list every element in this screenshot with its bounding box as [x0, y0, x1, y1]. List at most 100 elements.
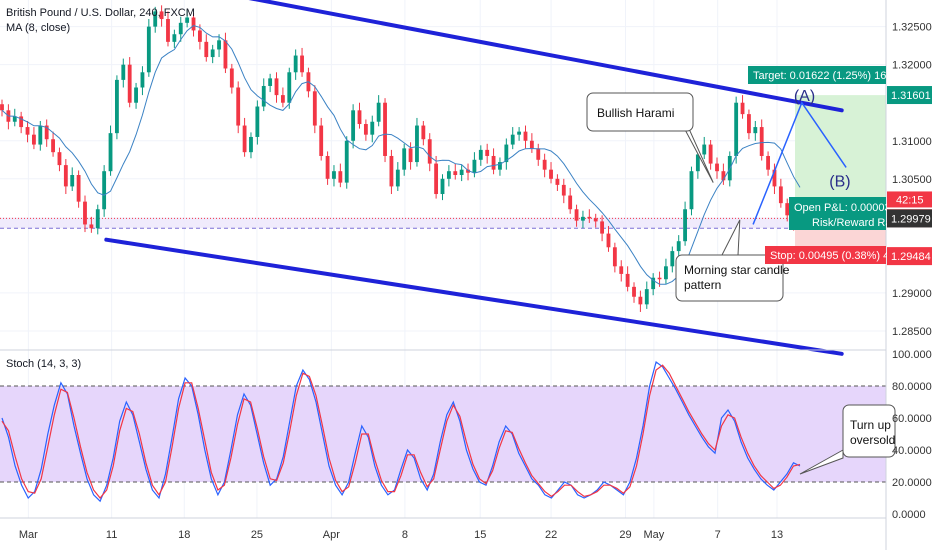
candle[interactable]	[778, 178, 783, 208]
bullish-harami-callout[interactable]: Bullish Harami	[586, 92, 714, 183]
candle[interactable]	[357, 102, 362, 129]
candle[interactable]	[172, 29, 177, 48]
candle[interactable]	[19, 111, 24, 134]
stop-label[interactable]: Stop: 0.00495 (0.38%) 49	[765, 246, 895, 264]
candle[interactable]	[32, 127, 36, 150]
candle[interactable]	[491, 148, 496, 175]
candle[interactable]	[178, 16, 183, 42]
candle[interactable]	[140, 66, 145, 96]
candle[interactable]	[63, 159, 68, 195]
candle[interactable]	[466, 163, 470, 181]
candle[interactable]	[249, 132, 253, 159]
time-axis[interactable]: Mar 11 18 25 Apr 8 15 22 29 May 7 13	[19, 529, 783, 541]
candle[interactable]	[772, 163, 777, 195]
candle[interactable]	[383, 98, 387, 163]
candle[interactable]	[446, 165, 451, 187]
price-tag[interactable]	[887, 247, 932, 266]
candle[interactable]	[612, 242, 617, 273]
candle[interactable]	[12, 108, 17, 127]
candle[interactable]	[166, 11, 170, 47]
candle[interactable]	[459, 165, 464, 182]
candle[interactable]	[581, 210, 585, 229]
candle[interactable]	[747, 109, 751, 140]
candle[interactable]	[370, 115, 375, 143]
candle[interactable]	[44, 119, 49, 147]
candle[interactable]	[504, 138, 509, 170]
candle[interactable]	[517, 127, 522, 141]
candle[interactable]	[587, 209, 592, 223]
candle[interactable]	[638, 290, 643, 312]
candle[interactable]	[70, 167, 75, 191]
candle[interactable]	[102, 165, 107, 217]
candle[interactable]	[702, 136, 707, 160]
candle[interactable]	[561, 178, 566, 204]
turn-up-oversold-callout[interactable]: Turn up oversold	[799, 404, 896, 475]
candle[interactable]	[185, 9, 190, 28]
candle[interactable]	[108, 125, 113, 176]
candle[interactable]	[625, 266, 630, 292]
candle[interactable]	[568, 187, 573, 214]
candle[interactable]	[721, 163, 726, 185]
candle[interactable]	[753, 120, 758, 141]
candle[interactable]	[498, 157, 502, 176]
candle[interactable]	[440, 174, 445, 201]
candle[interactable]	[542, 153, 547, 178]
candle[interactable]	[0, 99, 4, 117]
candle[interactable]	[376, 95, 381, 127]
candle[interactable]	[204, 34, 209, 62]
candle[interactable]	[159, 5, 164, 27]
candle[interactable]	[529, 133, 534, 153]
candle[interactable]	[766, 151, 770, 176]
candle[interactable]	[223, 32, 228, 74]
candle[interactable]	[644, 281, 649, 309]
upper-channel-line[interactable]	[239, 0, 844, 113]
projection-line[interactable]	[752, 101, 847, 225]
candles[interactable]	[0, 5, 802, 312]
candle[interactable]	[785, 198, 790, 222]
candle[interactable]	[121, 58, 126, 88]
candle[interactable]	[146, 19, 151, 77]
candle[interactable]	[325, 151, 330, 185]
target-label[interactable]: Target: 0.01622 (1.25%) 162	[748, 66, 892, 84]
candle[interactable]	[51, 131, 55, 157]
candle[interactable]	[574, 204, 579, 227]
candle[interactable]	[229, 63, 234, 94]
candle[interactable]	[274, 72, 279, 103]
candle[interactable]	[261, 78, 266, 112]
candle[interactable]	[312, 85, 317, 134]
candle[interactable]	[338, 163, 343, 188]
candle[interactable]	[415, 117, 419, 167]
candle[interactable]	[95, 204, 100, 235]
candle[interactable]	[593, 213, 598, 228]
candle[interactable]	[280, 87, 285, 108]
candle[interactable]	[427, 133, 432, 172]
candle[interactable]	[153, 6, 158, 33]
candle[interactable]	[89, 216, 94, 233]
candle[interactable]	[76, 170, 81, 208]
candle[interactable]	[363, 119, 368, 141]
morning-star-callout[interactable]: Morning star candle pattern	[675, 219, 790, 302]
candle[interactable]	[344, 136, 349, 189]
candle[interactable]	[389, 149, 394, 195]
candle[interactable]	[453, 163, 458, 180]
candle[interactable]	[287, 67, 292, 109]
price-tag[interactable]	[887, 209, 932, 228]
candle[interactable]	[293, 49, 298, 80]
candle[interactable]	[83, 195, 87, 233]
candle[interactable]	[549, 162, 553, 184]
candle[interactable]	[25, 120, 30, 143]
candle[interactable]	[134, 82, 138, 109]
candle[interactable]	[434, 155, 439, 199]
candle[interactable]	[351, 104, 356, 149]
candle[interactable]	[191, 12, 196, 37]
candle[interactable]	[114, 75, 119, 140]
candle[interactable]	[478, 145, 483, 166]
candle[interactable]	[606, 225, 611, 252]
stoch-axis[interactable]: 100.0000 80.0000 60.0000 40.0000 20.0000 0.00…	[892, 349, 932, 521]
lower-channel-line[interactable]	[104, 237, 844, 356]
candle[interactable]	[127, 57, 132, 108]
candle[interactable]	[197, 24, 202, 50]
candle[interactable]	[319, 117, 324, 161]
candle[interactable]	[421, 120, 426, 146]
candle[interactable]	[600, 215, 605, 242]
